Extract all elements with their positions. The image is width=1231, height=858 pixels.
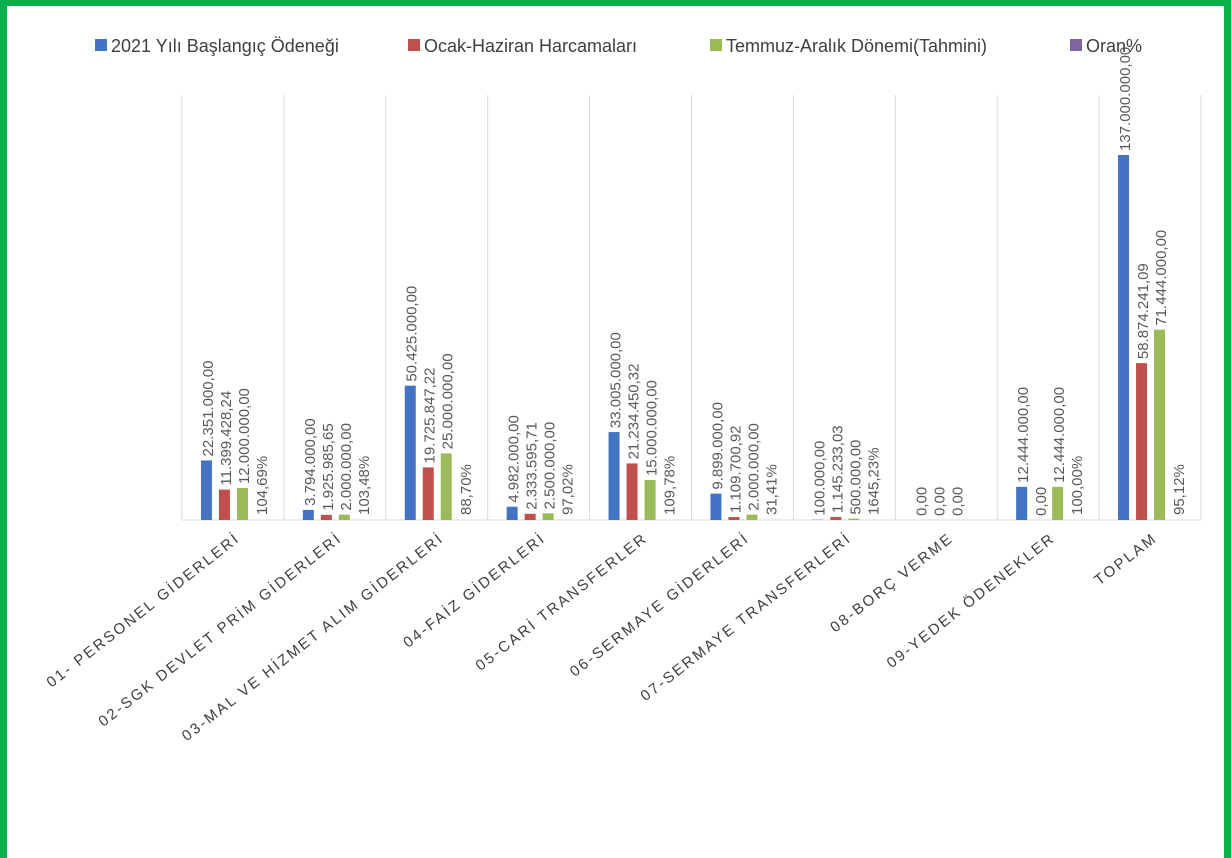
bar-2021-yili-baslangic-odenegi-06-sermaye-gi-derleri	[710, 493, 722, 520]
bar-temmuz-aralik-donemi-tahmini-07-sermaye-transferleri	[848, 518, 860, 520]
bar-temmuz-aralik-donemi-tahmini-toplam	[1154, 329, 1166, 520]
data-label-temmuz-aralik-donemi-tahmini-03-mal-ve-hi-zmet-alim-gi-derleri: 25.000.000,00	[440, 353, 457, 449]
data-label-temmuz-aralik-donemi-tahmini-06-sermaye-gi-derleri: 2.000.000,00	[745, 423, 762, 511]
data-label-temmuz-aralik-donemi-tahmini-07-sermaye-transferleri: 500.000,00	[847, 440, 864, 515]
data-label-2021-yili-baslangic-odenegi-01-personel-gi-derleri: 22.351.000,00	[200, 361, 217, 457]
data-label-2021-yili-baslangic-odenegi-toplam: 137.000.000,00	[1117, 47, 1134, 151]
legend-label-ocak-haziran-harcamalari: Ocak-Haziran Harcamaları	[424, 36, 637, 56]
legend-swatch-oran	[1070, 39, 1082, 51]
data-label-ocak-haziran-harcamalari-03-mal-ve-hi-zmet-alim-gi-derleri: 19.725.847,22	[422, 368, 439, 464]
bar-temmuz-aralik-donemi-tahmini-03-mal-ve-hi-zmet-alim-gi-derleri	[440, 453, 452, 520]
bar-2021-yili-baslangic-odenegi-03-mal-ve-hi-zmet-alim-gi-derleri	[404, 385, 416, 520]
data-label-oran-05-cari-transferler: 109,78%	[662, 456, 679, 515]
data-label-ocak-haziran-harcamalari-toplam: 58.874.241,09	[1135, 263, 1152, 359]
data-label-temmuz-aralik-donemi-tahmini-01-personel-gi-derleri: 12.000.000,00	[236, 388, 253, 484]
data-label-2021-yili-baslangic-odenegi-06-sermaye-gi-derleri: 9.899.000,00	[709, 402, 726, 490]
bar-temmuz-aralik-donemi-tahmini-01-personel-gi-derleri	[236, 488, 248, 520]
data-label-ocak-haziran-harcamalari-08-borc-verme: 0,00	[931, 487, 948, 516]
bar-ocak-haziran-harcamalari-07-sermaye-transferleri	[830, 516, 842, 520]
category-label-01-personel-gi-derleri: 01- PERSONEL GİDERLERİ	[43, 529, 244, 691]
bar-2021-yili-baslangic-odenegi-02-sgk-devlet-pri-m-gi-derleri	[302, 509, 314, 520]
data-label-oran-09-yedek-odenekler: 100,00%	[1069, 456, 1086, 515]
data-label-temmuz-aralik-donemi-tahmini-04-fai-z-gi-derleri: 2.500.000,00	[542, 422, 559, 510]
data-label-oran-02-sgk-devlet-pri-m-gi-derleri: 103,48%	[356, 456, 373, 515]
data-label-ocak-haziran-harcamalari-04-fai-z-gi-derleri: 2.333.595,71	[524, 422, 541, 510]
category-label-09-yedek-odenekler: 09-YEDEK ÖDENEKLER	[883, 529, 1059, 672]
data-label-oran-06-sermaye-gi-derleri: 31,41%	[763, 464, 780, 515]
data-label-2021-yili-baslangic-odenegi-07-sermaye-transferleri: 100.000,00	[811, 441, 828, 516]
bars-layer	[200, 155, 1166, 520]
legend-label-oran: Oran%	[1086, 36, 1142, 56]
data-label-ocak-haziran-harcamalari-09-yedek-odenekler: 0,00	[1033, 487, 1050, 516]
data-label-temmuz-aralik-donemi-tahmini-08-borc-verme: 0,00	[949, 487, 966, 516]
data-label-ocak-haziran-harcamalari-02-sgk-devlet-pri-m-gi-derleri: 1.925.985,65	[320, 423, 337, 511]
data-label-oran-toplam: 95,12%	[1171, 464, 1188, 515]
bar-ocak-haziran-harcamalari-01-personel-gi-derleri	[218, 489, 230, 520]
bar-temmuz-aralik-donemi-tahmini-02-sgk-devlet-pri-m-gi-derleri	[338, 514, 350, 520]
bar-ocak-haziran-harcamalari-toplam	[1136, 363, 1148, 520]
bar-2021-yili-baslangic-odenegi-01-personel-gi-derleri	[200, 460, 212, 520]
data-label-ocak-haziran-harcamalari-07-sermaye-transferleri: 1.145.233,03	[829, 425, 846, 513]
data-label-2021-yili-baslangic-odenegi-03-mal-ve-hi-zmet-alim-gi-derleri: 50.425.000,00	[404, 286, 421, 382]
data-label-temmuz-aralik-donemi-tahmini-09-yedek-odenekler: 12.444.000,00	[1051, 387, 1068, 483]
category-label-05-cari-transferler: 05-CARİ TRANSFERLER	[472, 529, 651, 674]
bar-2021-yili-baslangic-odenegi-09-yedek-odenekler	[1016, 486, 1028, 520]
bar-temmuz-aralik-donemi-tahmini-05-cari-transferler	[644, 480, 656, 520]
data-label-oran-01-personel-gi-derleri: 104,69%	[254, 456, 271, 515]
data-label-2021-yili-baslangic-odenegi-08-borc-verme: 0,00	[913, 487, 930, 516]
data-label-temmuz-aralik-donemi-tahmini-05-cari-transferler: 15.000.000,00	[644, 380, 661, 476]
legend-label-temmuz-aralik-donemi-tahmini: Temmuz-Aralık Dönemi(Tahmini)	[726, 36, 987, 56]
data-label-oran-04-fai-z-gi-derleri: 97,02%	[560, 464, 577, 515]
data-label-2021-yili-baslangic-odenegi-05-cari-transferler: 33.005.000,00	[608, 332, 625, 428]
bar-ocak-haziran-harcamalari-02-sgk-devlet-pri-m-gi-derleri	[320, 514, 332, 520]
data-label-oran-07-sermaye-transferleri: 1645,23%	[865, 447, 882, 515]
bar-ocak-haziran-harcamalari-05-cari-transferler	[626, 463, 638, 520]
bar-ocak-haziran-harcamalari-03-mal-ve-hi-zmet-alim-gi-derleri	[422, 467, 434, 520]
data-label-oran-03-mal-ve-hi-zmet-alim-gi-derleri: 88,70%	[458, 464, 475, 515]
data-label-temmuz-aralik-donemi-tahmini-toplam: 71.444.000,00	[1153, 230, 1170, 326]
data-label-2021-yili-baslangic-odenegi-09-yedek-odenekler: 12.444.000,00	[1015, 387, 1032, 483]
legend-swatch-2021-yili-baslangic-odenegi	[95, 39, 107, 51]
category-label-toplam: TOPLAM	[1091, 530, 1160, 589]
legend-label-2021-yili-baslangic-odenegi: 2021 Yılı Başlangıç Ödeneği	[111, 36, 339, 56]
data-label-ocak-haziran-harcamalari-06-sermaye-gi-derleri: 1.109.700,92	[727, 425, 744, 513]
category-label-06-sermaye-gi-derleri: 06-SERMAYE GİDERLERİ	[566, 529, 753, 680]
bar-2021-yili-baslangic-odenegi-05-cari-transferler	[608, 432, 620, 520]
bar-temmuz-aralik-donemi-tahmini-04-fai-z-gi-derleri	[542, 513, 554, 520]
legend-swatch-ocak-haziran-harcamalari	[408, 39, 420, 51]
bar-ocak-haziran-harcamalari-04-fai-z-gi-derleri	[524, 513, 536, 520]
data-label-2021-yili-baslangic-odenegi-02-sgk-devlet-pri-m-gi-derleri: 3.794.000,00	[302, 418, 319, 506]
data-label-ocak-haziran-harcamalari-05-cari-transferler: 21.234.450,32	[626, 363, 643, 459]
category-separators	[181, 95, 1202, 520]
data-label-temmuz-aralik-donemi-tahmini-02-sgk-devlet-pri-m-gi-derleri: 2.000.000,00	[338, 423, 355, 511]
bar-ocak-haziran-harcamalari-06-sermaye-gi-derleri	[728, 517, 740, 520]
data-labels-layer: 22.351.000,00 11.399.428,24 12.000.000,001…	[200, 47, 1188, 516]
data-label-ocak-haziran-harcamalari-01-personel-gi-derleri: 11.399.428,24	[218, 391, 235, 486]
bar-temmuz-aralik-donemi-tahmini-09-yedek-odenekler	[1052, 486, 1064, 520]
legend-swatch-temmuz-aralik-donemi-tahmini	[710, 39, 722, 51]
data-label-2021-yili-baslangic-odenegi-04-fai-z-gi-derleri: 4.982.000,00	[506, 415, 523, 503]
bar-2021-yili-baslangic-odenegi-toplam	[1118, 155, 1130, 520]
bar-temmuz-aralik-donemi-tahmini-06-sermaye-gi-derleri	[746, 514, 758, 520]
legend: 2021 Yılı Başlangıç Ödeneği Ocak-Haziran …	[95, 36, 1142, 56]
category-label-07-sermaye-transferleri: 07-SERMAYE TRANSFERLERİ	[637, 529, 855, 705]
bar-2021-yili-baslangic-odenegi-04-fai-z-gi-derleri	[506, 506, 518, 520]
